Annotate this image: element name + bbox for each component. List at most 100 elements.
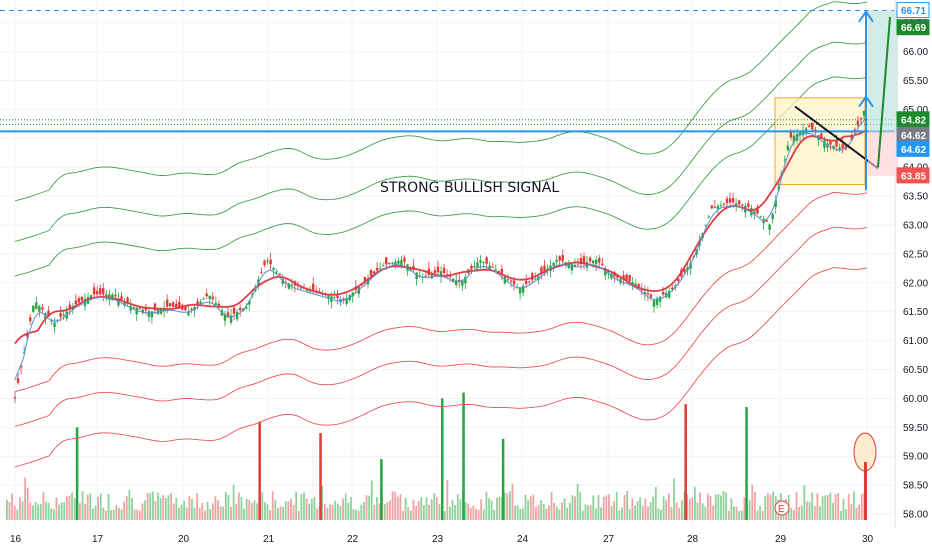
target-arrow-head bbox=[858, 9, 874, 23]
candle-body bbox=[275, 271, 278, 273]
candle-body bbox=[731, 198, 735, 203]
volume-spike bbox=[864, 461, 867, 520]
volume-bar bbox=[730, 498, 733, 520]
volume-bar bbox=[409, 510, 412, 520]
volume-bar bbox=[326, 508, 329, 520]
candle-body bbox=[546, 268, 549, 270]
y-tick-label: 60.50 bbox=[903, 365, 928, 376]
volume-bar bbox=[743, 497, 746, 520]
candle-body bbox=[342, 298, 345, 300]
candle-body bbox=[807, 125, 811, 127]
volume-bar bbox=[548, 505, 550, 520]
candle-body bbox=[385, 257, 388, 265]
volume-bar bbox=[829, 492, 832, 520]
candle-body bbox=[433, 270, 437, 274]
volume-bar bbox=[813, 506, 816, 520]
volume-bar bbox=[138, 510, 141, 520]
volume-bar bbox=[766, 493, 769, 520]
volume-bar bbox=[92, 508, 94, 520]
volume-bar bbox=[524, 494, 527, 520]
volume-spike bbox=[745, 407, 748, 520]
volume-bar bbox=[707, 493, 709, 520]
volume-bar bbox=[97, 496, 100, 520]
volume-bar bbox=[159, 498, 162, 520]
y-tick-label: 60.00 bbox=[903, 394, 928, 405]
volume-bar bbox=[628, 509, 631, 520]
candle-body bbox=[394, 261, 397, 265]
candle-body bbox=[683, 268, 686, 273]
candle-body bbox=[397, 260, 400, 264]
volume-bar bbox=[722, 491, 725, 520]
candle-body bbox=[738, 200, 741, 205]
volume-bar bbox=[699, 492, 702, 520]
candle-body bbox=[835, 139, 838, 147]
volume-bar bbox=[32, 505, 34, 520]
candle-body bbox=[753, 210, 756, 215]
volume-bar bbox=[21, 501, 24, 520]
candle-body bbox=[598, 257, 601, 263]
volume-bar bbox=[154, 501, 157, 520]
x-tick-label: 23 bbox=[432, 534, 444, 545]
volume-bar bbox=[178, 507, 180, 520]
candle-body bbox=[643, 291, 647, 295]
candle-body bbox=[765, 219, 768, 222]
candle-body bbox=[430, 273, 434, 279]
volume-bar bbox=[847, 494, 850, 520]
volume-bar bbox=[759, 506, 761, 520]
upper-band-2 bbox=[14, 41, 868, 242]
volume-bar bbox=[282, 506, 285, 520]
candle-body bbox=[22, 352, 26, 354]
volume-bar bbox=[84, 503, 86, 520]
price-badge-label: 64.62 bbox=[901, 131, 926, 142]
price-badge bbox=[896, 2, 930, 19]
volume-bar bbox=[769, 494, 772, 520]
price-badge bbox=[896, 19, 930, 36]
candle-body bbox=[208, 295, 211, 300]
candle-body bbox=[248, 301, 251, 305]
volume-bar bbox=[71, 492, 73, 520]
volume-bar bbox=[654, 486, 657, 520]
volume-bar bbox=[610, 505, 613, 520]
candle-body bbox=[147, 311, 151, 317]
volume-bar bbox=[443, 511, 446, 520]
candle-body bbox=[649, 294, 653, 298]
volume-bar bbox=[65, 496, 68, 520]
candle-body bbox=[333, 297, 336, 299]
volume-bar bbox=[183, 500, 186, 520]
candle-body bbox=[591, 260, 595, 264]
y-tick-label: 62.00 bbox=[903, 278, 928, 289]
candle-body bbox=[199, 301, 202, 305]
candle-body bbox=[47, 310, 50, 317]
volume-bar bbox=[597, 494, 600, 520]
volume-bar bbox=[6, 499, 8, 520]
volume-bar bbox=[852, 491, 855, 520]
candle-body bbox=[424, 275, 427, 277]
candle-body bbox=[16, 378, 20, 383]
volume-bar bbox=[386, 502, 389, 520]
candle-body bbox=[713, 206, 717, 208]
volume-bar bbox=[555, 506, 558, 520]
volume-bar bbox=[553, 502, 556, 520]
candle-body bbox=[862, 110, 866, 116]
volume-bar bbox=[673, 478, 675, 520]
volume-bar bbox=[615, 492, 618, 520]
volume-bar bbox=[350, 497, 352, 520]
volume-bar bbox=[714, 494, 717, 520]
volume-bar bbox=[446, 479, 449, 520]
volume-bar bbox=[495, 497, 498, 520]
volume-bar bbox=[660, 509, 662, 520]
volume-bar bbox=[430, 499, 433, 520]
candle-body bbox=[278, 273, 281, 276]
volume-bar bbox=[316, 508, 318, 520]
volume-bar bbox=[845, 509, 847, 520]
volume-bar bbox=[214, 496, 217, 520]
envelope-bands bbox=[14, 1, 868, 468]
volume-bar bbox=[394, 491, 397, 520]
volume-bar bbox=[206, 501, 209, 520]
y-tick-label: 61.00 bbox=[903, 336, 928, 347]
volume-bar bbox=[532, 494, 535, 520]
volume-bar bbox=[52, 509, 55, 520]
volume-bar bbox=[832, 502, 834, 520]
volume-bar bbox=[795, 492, 798, 520]
